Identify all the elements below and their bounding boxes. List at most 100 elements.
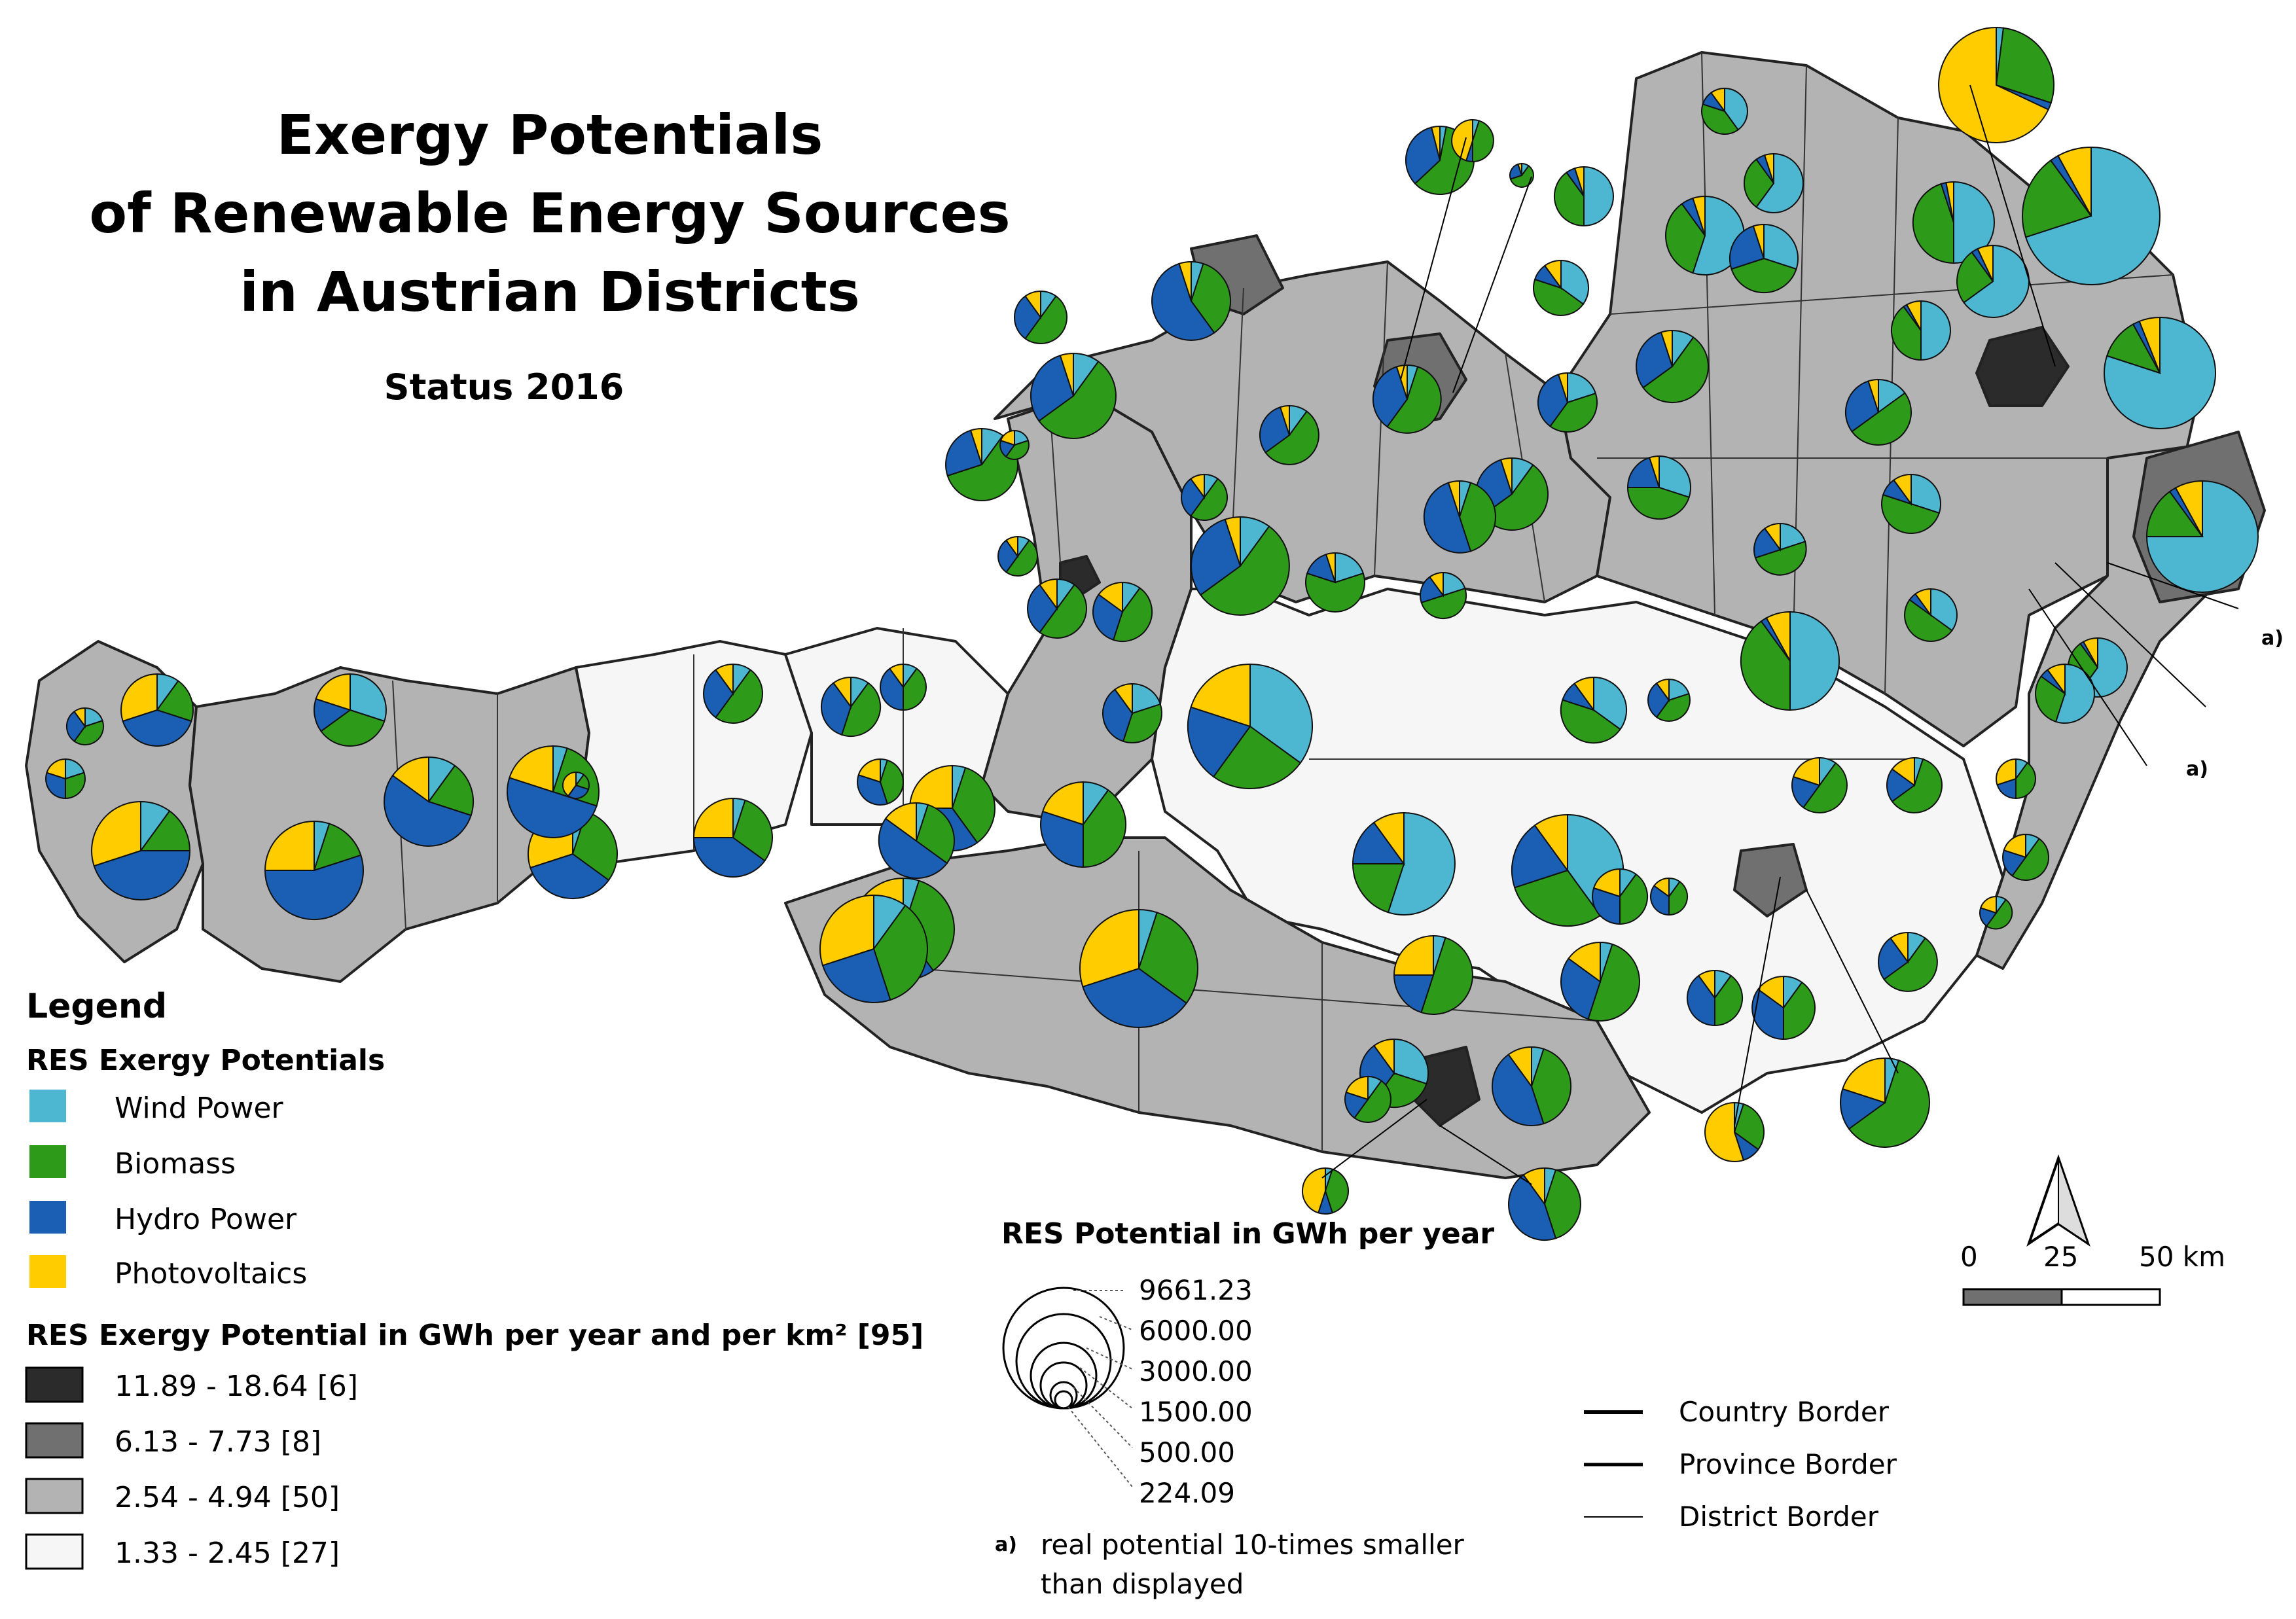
title-line-1: Exergy Potentials bbox=[277, 103, 823, 167]
pv-slice bbox=[908, 764, 953, 809]
district-pie bbox=[1937, 26, 2054, 143]
legend-heading: Legend bbox=[26, 987, 167, 1026]
res-legend-heading: RES Exergy Potentials bbox=[26, 1044, 385, 1077]
wind-slice bbox=[1659, 455, 1692, 499]
wind-slice bbox=[2145, 480, 2259, 593]
district-pie bbox=[1791, 756, 1848, 814]
district-pie bbox=[1509, 162, 1534, 188]
biomass-slice bbox=[1891, 758, 1943, 813]
biomass-slice bbox=[1005, 439, 1030, 460]
hydro-slice bbox=[1102, 688, 1134, 743]
biomass-slice bbox=[1265, 410, 1319, 465]
hydro-slice bbox=[1151, 262, 1215, 341]
district-pie bbox=[1537, 372, 1598, 433]
pv-slice bbox=[1534, 813, 1568, 873]
pv-slice bbox=[264, 820, 315, 871]
district-pie bbox=[91, 800, 191, 900]
district-pie bbox=[1649, 877, 1689, 916]
district-pie bbox=[1751, 975, 1816, 1041]
size-value-2: 6000.00 bbox=[1139, 1315, 1253, 1347]
pv-slice bbox=[1372, 811, 1405, 866]
wind-slice bbox=[1920, 300, 1951, 361]
hydro-slice bbox=[314, 698, 352, 732]
district-pie bbox=[1030, 352, 1117, 439]
pv-slice bbox=[1098, 581, 1123, 613]
pv-slice bbox=[1697, 969, 1715, 1001]
pv-slice bbox=[1692, 195, 1706, 236]
pv-slice bbox=[692, 797, 734, 838]
biomass-slice bbox=[1138, 912, 1198, 1005]
hydro-slice bbox=[1372, 366, 1408, 428]
wind-slice bbox=[1593, 676, 1627, 730]
density-label-2: 6.13 - 7.73 [8] bbox=[115, 1425, 321, 1459]
district-pie bbox=[1956, 244, 2030, 318]
hydro-slice bbox=[567, 784, 590, 800]
hydro-slice bbox=[880, 667, 904, 711]
district-pie bbox=[1180, 473, 1228, 521]
hydro-slice bbox=[1687, 974, 1715, 1027]
biomass-slice bbox=[1903, 599, 1953, 643]
pv-slice bbox=[1522, 1167, 1545, 1207]
wind-slice bbox=[1393, 1038, 1429, 1085]
district-pie bbox=[1092, 581, 1153, 642]
hydro-slice bbox=[1092, 594, 1124, 641]
swatch-class-2 bbox=[25, 1422, 84, 1459]
hydro-slice bbox=[1729, 225, 1765, 270]
border-district-label: District Border bbox=[1679, 1501, 1879, 1533]
pv-slice bbox=[1573, 166, 1585, 197]
district-pie bbox=[120, 673, 194, 747]
district-borders bbox=[392, 52, 2174, 1152]
hydro-slice bbox=[529, 853, 610, 899]
biomass-slice bbox=[872, 904, 928, 1001]
pv-slice bbox=[833, 676, 852, 709]
district-pie bbox=[1187, 663, 1313, 789]
hydro-slice bbox=[1877, 937, 1909, 980]
district-pie bbox=[1553, 166, 1614, 227]
swatch-biomass bbox=[29, 1145, 66, 1178]
swatch-class-1 bbox=[25, 1366, 84, 1403]
district-pie bbox=[819, 894, 928, 1003]
district-pie bbox=[314, 673, 387, 747]
hydro-slice bbox=[1187, 706, 1251, 778]
district-pie bbox=[1890, 300, 1951, 361]
legend-wind-label: Wind Power bbox=[115, 1092, 284, 1125]
biomass-slice bbox=[1851, 392, 1912, 446]
biomass-slice bbox=[1783, 981, 1816, 1041]
title-block: Exergy Potentials of Renewable Energy So… bbox=[89, 103, 1010, 408]
hydro-slice bbox=[1393, 974, 1435, 1014]
pv-slice bbox=[857, 758, 881, 783]
wind-slice bbox=[1249, 663, 1313, 764]
scale-tick-0: 0 bbox=[1960, 1241, 1978, 1273]
biomass-slice bbox=[1655, 692, 1691, 722]
pv-slice bbox=[1653, 877, 1670, 898]
biomass-slice bbox=[1190, 478, 1228, 521]
district-pie bbox=[1753, 522, 1807, 576]
title-line-3: in Austrian Districts bbox=[240, 260, 860, 324]
district-pie bbox=[857, 758, 905, 806]
district-pie bbox=[1592, 868, 1648, 925]
pv-slice bbox=[889, 663, 904, 690]
biomass-slice bbox=[73, 720, 105, 746]
district-pie bbox=[1687, 969, 1743, 1027]
biomass-slice bbox=[65, 772, 86, 800]
pv-slice bbox=[1573, 676, 1594, 713]
hydro-slice bbox=[1180, 478, 1206, 517]
pv-slice bbox=[1190, 663, 1251, 728]
pv-slice bbox=[1557, 372, 1568, 403]
biomass-slice bbox=[1553, 171, 1585, 227]
biomass-slice bbox=[2145, 490, 2204, 537]
district-pie bbox=[1259, 404, 1319, 465]
district-pie bbox=[1701, 87, 1748, 135]
pv-slice bbox=[884, 802, 917, 842]
district-pie bbox=[1191, 516, 1290, 616]
biomass-slice bbox=[1733, 1103, 1765, 1150]
biomass-slice bbox=[1743, 158, 1775, 208]
biomass-slice bbox=[156, 680, 194, 722]
pv-slice bbox=[1395, 364, 1408, 400]
biomass-slice bbox=[1472, 120, 1494, 163]
pv-slice bbox=[1373, 1038, 1395, 1076]
biomass-slice bbox=[1199, 525, 1290, 616]
biomass-slice bbox=[715, 669, 764, 724]
hydro-slice bbox=[702, 669, 734, 719]
hydro-slice bbox=[820, 682, 852, 736]
